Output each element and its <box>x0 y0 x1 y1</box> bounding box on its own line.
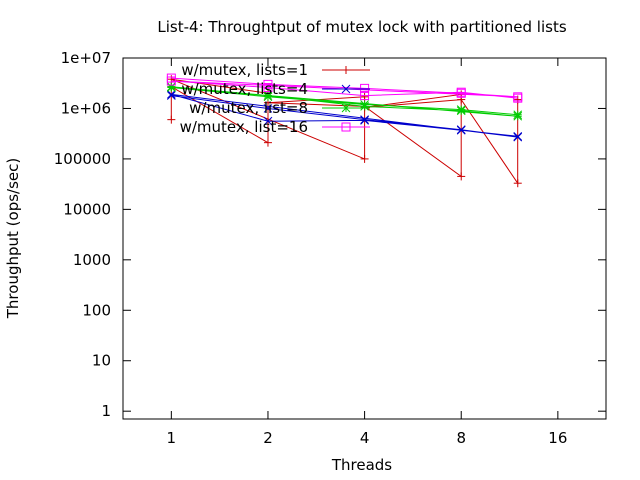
legend-item: w/mutex, list=8 <box>189 99 370 117</box>
legend-label: w/mutex, list=8 <box>189 99 308 117</box>
x-tick-label: 4 <box>360 429 370 447</box>
y-tick-label: 10000 <box>63 200 111 218</box>
legend-item: w/mutex, lists=4 <box>181 80 370 98</box>
data-point <box>513 110 523 120</box>
legend-label: w/mutex, lists=1 <box>181 61 308 79</box>
x-tick-label: 1 <box>167 429 177 447</box>
data-point <box>360 115 369 125</box>
series-line <box>171 93 518 138</box>
data-point <box>457 172 466 181</box>
legend-marker <box>342 66 350 74</box>
data-point <box>263 138 272 147</box>
x-ticks: 1 2 4 8 16 <box>167 58 567 447</box>
series-line <box>171 86 518 117</box>
legend-label: w/mutex, lists=4 <box>181 80 308 98</box>
legend-item: w/mutex, list=16 <box>180 118 370 136</box>
y-tick-label: 1 <box>101 402 111 420</box>
legend: w/mutex, lists=1w/mutex, lists=4w/mutex,… <box>180 61 370 136</box>
series-4 <box>166 73 523 103</box>
x-tick-label: 2 <box>263 429 273 447</box>
y-tick-label: 1e+06 <box>61 99 111 117</box>
data-point <box>263 104 273 113</box>
data-point <box>456 105 466 114</box>
y-ticks: 1 10 100 1000 10000 100000 1e+06 1e+07 <box>54 49 606 420</box>
legend-item: w/mutex, lists=1 <box>181 61 370 79</box>
data-point <box>456 125 466 135</box>
legend-marker <box>341 103 351 113</box>
legend-marker <box>341 84 351 94</box>
y-tick-label: 1000 <box>73 251 111 269</box>
data-point <box>166 76 176 86</box>
data-point <box>360 154 369 163</box>
y-tick-label: 1e+07 <box>61 49 111 67</box>
chart-title: List-4: Throughtput of mutex lock with p… <box>157 18 566 36</box>
series-layer <box>166 73 523 188</box>
data-point <box>456 87 466 97</box>
data-point <box>263 83 273 93</box>
x-tick-label: 8 <box>456 429 466 447</box>
data-point <box>166 90 176 99</box>
data-point <box>360 91 370 101</box>
y-tick-label: 100 <box>82 301 111 319</box>
y-axis-label: Throughput (ops/sec) <box>4 158 22 319</box>
y-tick-label: 10 <box>92 352 111 370</box>
data-point <box>513 179 522 188</box>
data-point <box>360 116 369 125</box>
x-axis-label: Threads <box>331 456 392 474</box>
data-point <box>166 91 176 100</box>
legend-marker <box>341 122 351 132</box>
x-tick-label: 16 <box>548 429 567 447</box>
data-point <box>167 115 176 124</box>
data-point <box>360 100 369 109</box>
data-point <box>513 93 523 103</box>
data-point <box>263 116 273 126</box>
series-2 <box>166 90 523 142</box>
data-point <box>263 92 273 102</box>
data-point <box>513 132 523 142</box>
y-tick-label: 100000 <box>54 150 111 168</box>
data-point <box>513 131 523 141</box>
legend-label: w/mutex, list=16 <box>180 118 308 136</box>
data-point <box>360 83 370 93</box>
